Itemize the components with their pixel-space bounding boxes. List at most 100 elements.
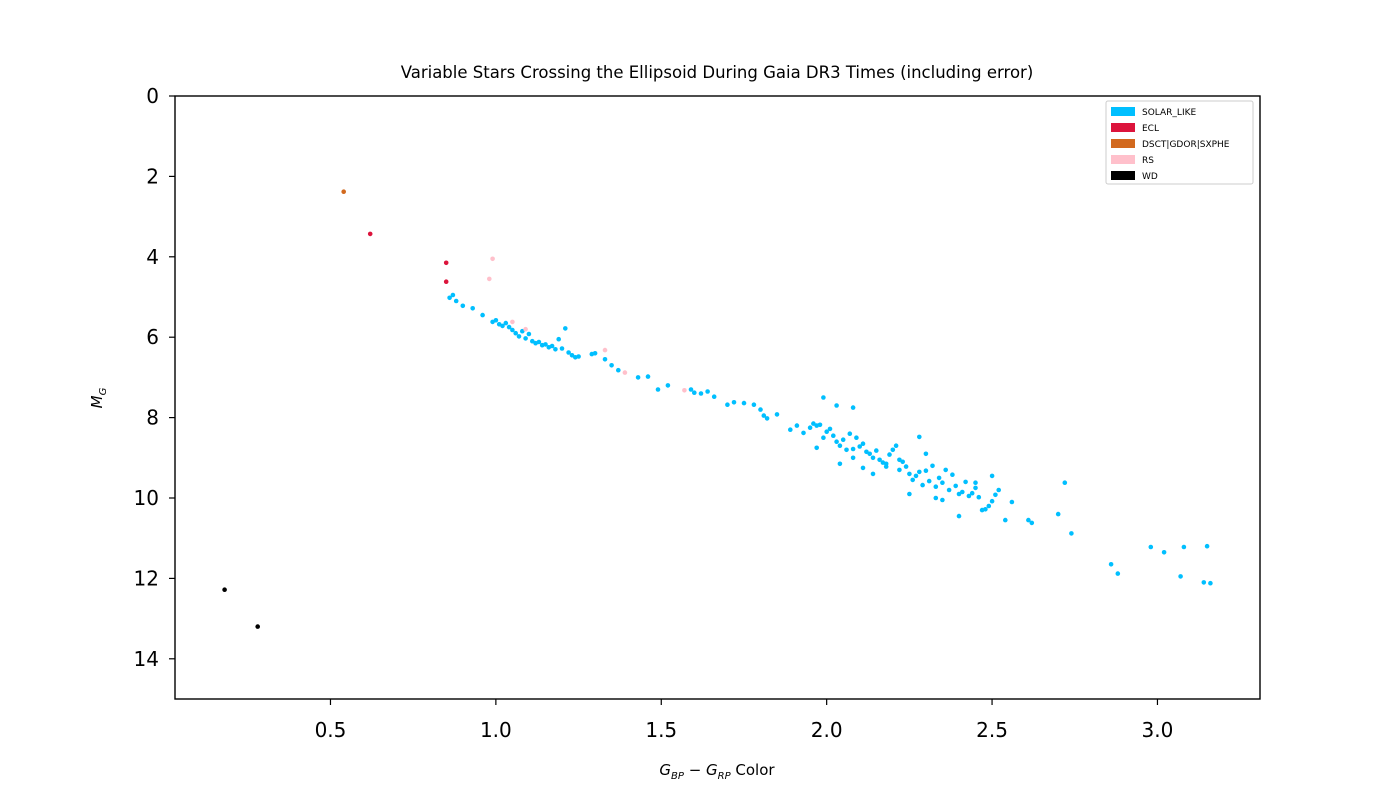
y-label-sub: G	[98, 387, 109, 395]
data-point-solar-like	[1062, 480, 1068, 486]
data-point-solar-like	[764, 416, 770, 421]
data-point-solar-like	[1069, 531, 1074, 536]
data-point-solar-like	[1003, 517, 1008, 523]
data-point-solar-like	[1204, 543, 1210, 549]
data-point-solar-like	[523, 336, 528, 341]
data-point-solar-like	[900, 459, 905, 465]
legend-label: SOLAR_LIKE	[1142, 108, 1196, 118]
data-point-solar-like	[887, 452, 892, 457]
data-point-solar-like	[526, 331, 532, 337]
data-point-solar-like	[516, 334, 522, 339]
data-point-solar-like	[761, 413, 767, 418]
data-point-solar-like	[827, 426, 833, 432]
data-point-ecl	[443, 260, 449, 266]
data-point-solar-like	[936, 475, 942, 481]
legend-label: WD	[1142, 172, 1158, 182]
data-point-solar-like	[692, 390, 697, 396]
data-point-solar-like	[837, 443, 843, 449]
data-point-solar-like	[996, 487, 1001, 493]
data-point-solar-like	[556, 336, 561, 342]
data-point-solar-like	[602, 357, 608, 362]
data-point-solar-like	[940, 497, 945, 503]
data-point-solar-like	[854, 435, 859, 441]
data-point-solar-like	[655, 387, 661, 392]
data-point-solar-like	[553, 347, 558, 352]
data-point-solar-like	[907, 491, 912, 497]
data-point-solar-like	[807, 425, 813, 431]
data-point-solar-like	[480, 312, 485, 318]
data-point-solar-like	[923, 451, 929, 457]
data-point-rs	[510, 319, 515, 325]
x-label-color: Color	[731, 761, 776, 779]
data-point-solar-like	[943, 467, 948, 473]
data-point-solar-like	[520, 328, 525, 334]
x-tick-label: 0.5	[315, 718, 347, 742]
data-point-solar-like	[860, 465, 866, 471]
data-point-solar-like	[563, 326, 568, 331]
data-point-solar-like	[1055, 511, 1061, 517]
legend-label: ECL	[1142, 124, 1159, 134]
data-point-solar-like	[549, 343, 555, 349]
data-point-solar-like	[811, 421, 816, 426]
data-point-solar-like	[930, 463, 935, 469]
data-point-ecl	[443, 279, 449, 285]
x-label-sub1: BP	[671, 771, 685, 782]
legend-swatch	[1111, 107, 1135, 116]
plot-frame	[174, 95, 1261, 700]
data-point-solar-like	[645, 374, 651, 379]
y-tick-label: 0	[146, 84, 159, 108]
data-point-solar-like	[460, 303, 466, 309]
data-point-solar-like	[609, 363, 614, 368]
data-point-solar-like	[453, 298, 459, 304]
data-point-solar-like	[814, 445, 819, 451]
data-point-solar-like	[817, 422, 823, 428]
data-point-solar-like	[788, 427, 793, 433]
data-point-solar-like	[844, 447, 849, 453]
data-point-solar-like	[917, 469, 922, 475]
data-point-solar-like	[725, 402, 730, 408]
y-tick-label: 12	[134, 566, 159, 590]
data-point-solar-like	[953, 483, 958, 489]
data-point-solar-like	[920, 482, 925, 488]
y-tick-label: 14	[134, 647, 159, 671]
x-tick-label: 1.0	[480, 718, 512, 742]
data-point-solar-like	[933, 495, 939, 501]
data-point-solar-like	[665, 383, 671, 388]
x-axis-ticks: 0.5 1.0 1.5 2.0 2.5 3.0	[315, 699, 1173, 742]
data-point-solar-like	[711, 394, 717, 400]
data-point-solar-like	[751, 402, 757, 408]
data-point-solar-like	[1208, 580, 1213, 586]
data-point-rs	[602, 347, 608, 353]
data-point-solar-like	[963, 479, 968, 485]
data-point-solar-like	[897, 467, 902, 473]
data-point-solar-like	[837, 461, 843, 467]
data-point-solar-like	[530, 338, 535, 344]
legend-swatch	[1111, 139, 1135, 148]
data-point-solar-like	[834, 439, 839, 445]
y-axis-label: MG	[88, 387, 109, 408]
y-label-m: M	[88, 395, 106, 408]
data-point-solar-like	[821, 435, 826, 441]
legend: SOLAR_LIKE ECL DSCT|GDOR|SXPHE RS WD	[1105, 100, 1254, 185]
data-point-solar-like	[1161, 550, 1167, 555]
data-point-solar-like	[831, 433, 836, 439]
data-point-solar-like	[867, 451, 872, 457]
data-point-solar-like	[850, 446, 856, 452]
data-point-solar-like	[616, 367, 621, 373]
data-point-solar-like	[688, 387, 694, 392]
data-point-solar-like	[897, 457, 902, 463]
data-point-solar-like	[513, 330, 518, 336]
y-tick-label: 6	[146, 325, 159, 349]
data-point-ecl	[367, 231, 373, 237]
data-point-solar-like	[1115, 571, 1121, 576]
data-point-solar-like	[1178, 574, 1183, 579]
data-point-solar-like	[969, 490, 975, 496]
y-tick-label: 8	[146, 406, 159, 430]
legend-label: DSCT|GDOR|SXPHE	[1142, 140, 1230, 150]
data-point-solar-like	[559, 346, 565, 351]
legend-frame	[1105, 100, 1254, 185]
data-point-solar-like	[500, 323, 505, 329]
data-point-solar-like	[821, 395, 826, 400]
x-tick-label: 2.5	[976, 718, 1008, 742]
data-point-solar-like	[903, 464, 909, 469]
